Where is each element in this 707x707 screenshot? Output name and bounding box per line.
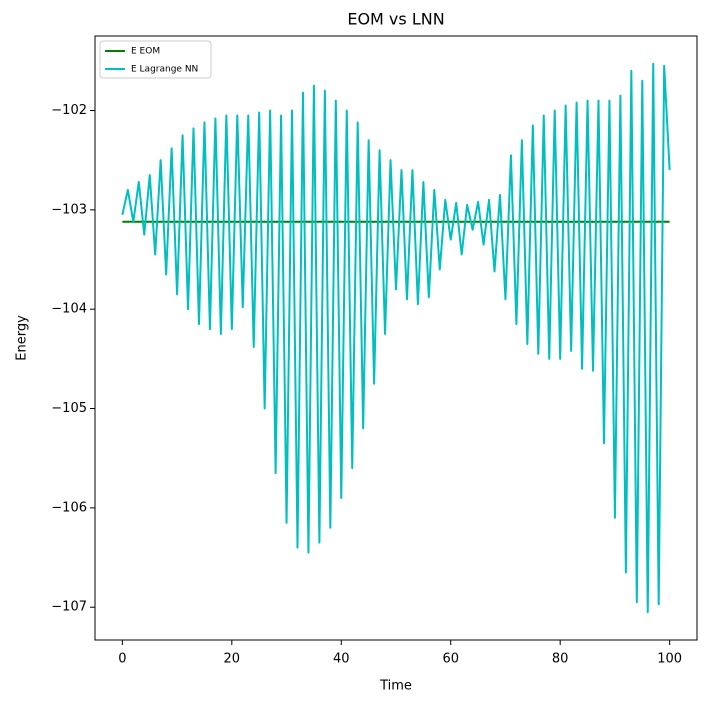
legend-label: E Lagrange NN <box>131 65 198 75</box>
x-tick-label: 80 <box>552 652 569 667</box>
x-tick-label: 40 <box>333 652 350 667</box>
y-tick-label: −102 <box>51 103 87 118</box>
legend-box <box>99 40 212 79</box>
data-line <box>121 62 671 614</box>
x-tick-label: 60 <box>442 652 459 667</box>
y-tick-label: −106 <box>51 500 87 515</box>
y-tick-label: −107 <box>51 600 87 615</box>
x-tick-label: 20 <box>224 652 241 667</box>
legend-label: E EOM <box>131 47 160 57</box>
plot-frame <box>94 35 698 641</box>
y-tick-label: −103 <box>51 202 87 217</box>
chart-title: EOM vs LNN <box>347 10 444 29</box>
x-axis-label: Time <box>379 679 412 694</box>
y-tick-label: −104 <box>51 302 87 317</box>
x-tick-label: 0 <box>118 652 126 667</box>
y-tick-label: −105 <box>51 401 87 416</box>
y-axis-label: Energy <box>15 315 30 361</box>
x-tick-label: 100 <box>657 652 682 667</box>
